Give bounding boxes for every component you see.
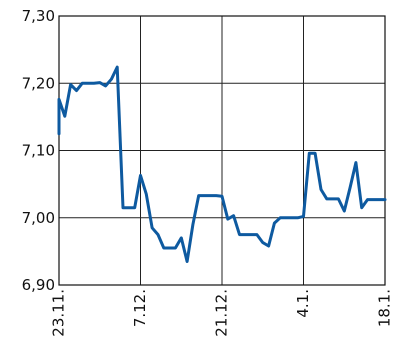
y-tick-label-1: 7,00 [22,209,55,227]
y-tick-label-0: 6,90 [22,276,55,294]
x-tick-label-3: 4.1. [294,289,312,318]
y-tick-label-4: 7,30 [22,7,55,25]
y-tick-label-2: 7,10 [22,142,55,160]
x-axis-tick-labels: 23.11. 7.12. 21.12. 4.1. 18.1. [50,289,394,337]
x-tick-label-2: 21.12. [213,289,231,337]
x-tick-label-0: 23.11. [50,289,68,337]
x-tick-label-1: 7.12. [131,289,149,327]
grid-lines [58,15,386,286]
plot-frame [58,15,386,286]
price-series-line [57,65,387,263]
y-axis-tick-labels: 6,90 7,00 7,10 7,20 7,30 [22,7,55,294]
y-tick-label-3: 7,20 [22,74,55,92]
x-tick-label-4: 18.1. [376,289,394,327]
